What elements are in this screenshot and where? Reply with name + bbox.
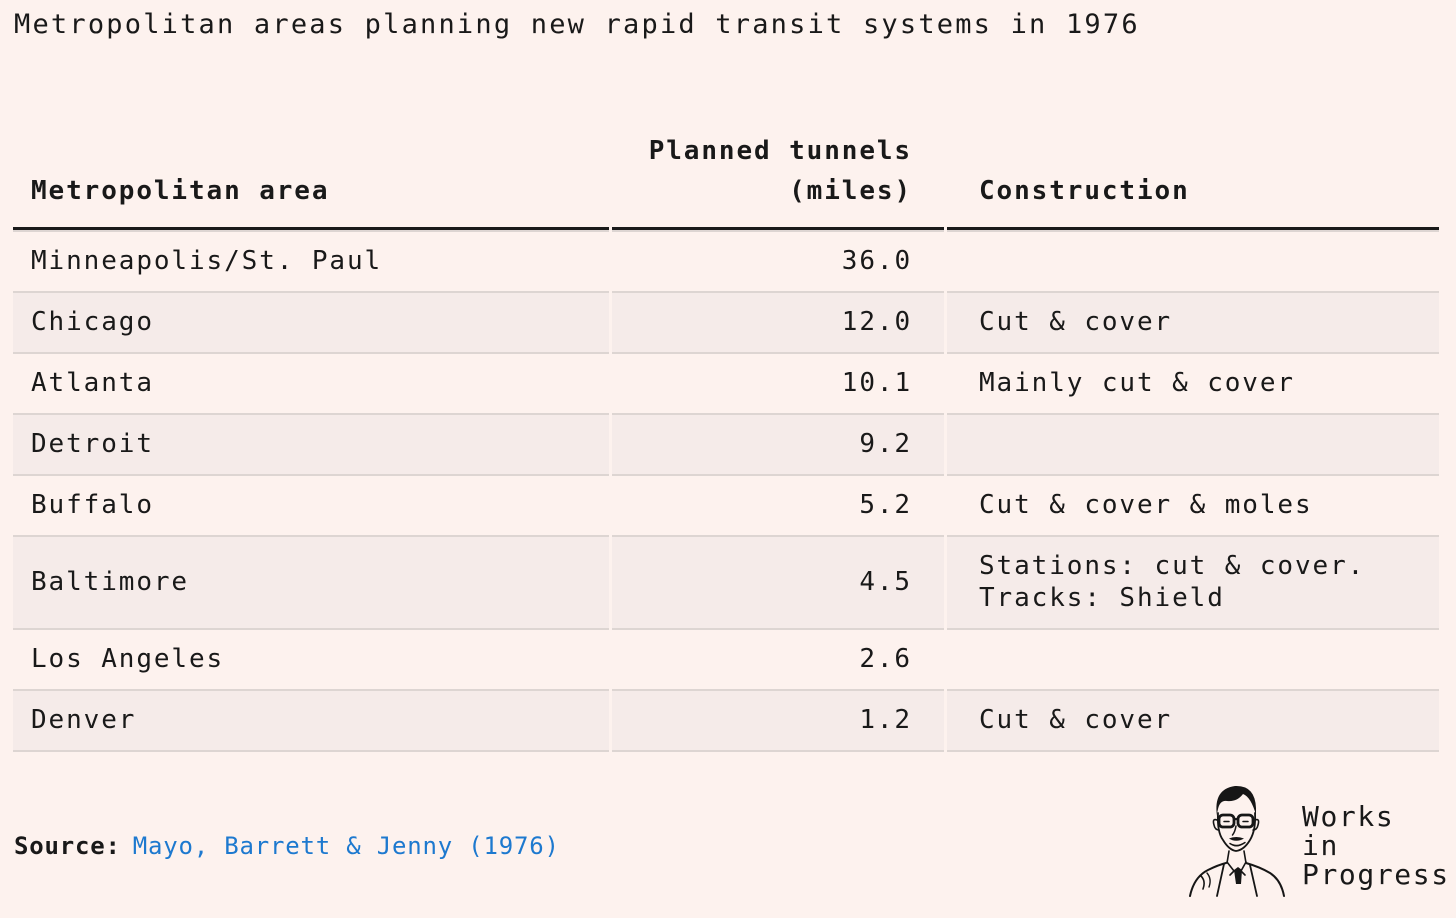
cell-metropolitan-area: Los Angeles — [13, 628, 609, 689]
page-title: Metropolitan areas planning new rapid tr… — [14, 9, 1140, 40]
logo-text: Works in Progress — [1302, 802, 1450, 889]
man-with-glasses-icon — [1189, 785, 1285, 897]
planned-tunnels-label-line1: Planned tunnels — [648, 136, 912, 166]
table-row: Atlanta 10.1 Mainly cut & cover — [13, 352, 1439, 413]
cell-planned-tunnels-miles: 9.2 — [612, 413, 944, 474]
cell-planned-tunnels-miles: 10.1 — [612, 352, 944, 413]
cell-planned-tunnels-miles: 36.0 — [612, 230, 944, 291]
table-row: Buffalo 5.2 Cut & cover & moles — [13, 474, 1439, 535]
planned-tunnels-label-line2: (miles) — [789, 176, 912, 206]
table-row: Denver 1.2 Cut & cover — [13, 689, 1439, 752]
logo-text-line3: Progress — [1302, 858, 1450, 891]
table-row: Los Angeles 2.6 — [13, 628, 1439, 689]
cell-construction — [947, 230, 1439, 291]
table-row: Minneapolis/St. Paul 36.0 — [13, 230, 1439, 291]
cell-construction: Cut & cover — [947, 689, 1439, 752]
cell-planned-tunnels-miles: 5.2 — [612, 474, 944, 535]
col-header-construction: Construction — [947, 130, 1439, 230]
cell-metropolitan-area: Minneapolis/St. Paul — [13, 230, 609, 291]
cell-construction: Cut & cover & moles — [947, 474, 1439, 535]
cell-metropolitan-area: Baltimore — [13, 535, 609, 628]
table-row: Baltimore 4.5 Stations: cut & cover. Tra… — [13, 535, 1439, 628]
source-line: Source: Mayo, Barrett & Jenny (1976) — [14, 832, 560, 860]
cell-construction: Cut & cover — [947, 291, 1439, 352]
source-label: Source: — [14, 832, 121, 860]
cell-planned-tunnels-miles: 2.6 — [612, 628, 944, 689]
logo-text-line2: in — [1302, 829, 1339, 862]
source-link[interactable]: Mayo, Barrett & Jenny (1976) — [132, 832, 560, 860]
cell-metropolitan-area: Buffalo — [13, 474, 609, 535]
cell-construction — [947, 628, 1439, 689]
table-row: Chicago 12.0 Cut & cover — [13, 291, 1439, 352]
cell-metropolitan-area: Chicago — [13, 291, 609, 352]
cell-construction — [947, 413, 1439, 474]
works-in-progress-logo: Works in Progress — [1186, 780, 1450, 898]
cell-construction: Stations: cut & cover. Tracks: Shield — [947, 535, 1439, 628]
table-header-row: Metropolitan area Planned tunnels (miles… — [13, 130, 1439, 230]
table-row: Detroit 9.2 — [13, 413, 1439, 474]
transit-table: Metropolitan area Planned tunnels (miles… — [10, 130, 1442, 752]
cell-construction: Mainly cut & cover — [947, 352, 1439, 413]
cell-planned-tunnels-miles: 4.5 — [612, 535, 944, 628]
cell-metropolitan-area: Denver — [13, 689, 609, 752]
cell-metropolitan-area: Atlanta — [13, 352, 609, 413]
cell-metropolitan-area: Detroit — [13, 413, 609, 474]
col-header-metropolitan-area: Metropolitan area — [13, 130, 609, 230]
table-body: Minneapolis/St. Paul 36.0 Chicago 12.0 C… — [13, 230, 1439, 752]
col-header-planned-tunnels: Planned tunnels (miles) — [612, 130, 944, 230]
cell-planned-tunnels-miles: 1.2 — [612, 689, 944, 752]
logo-text-line1: Works — [1302, 800, 1395, 833]
cell-planned-tunnels-miles: 12.0 — [612, 291, 944, 352]
